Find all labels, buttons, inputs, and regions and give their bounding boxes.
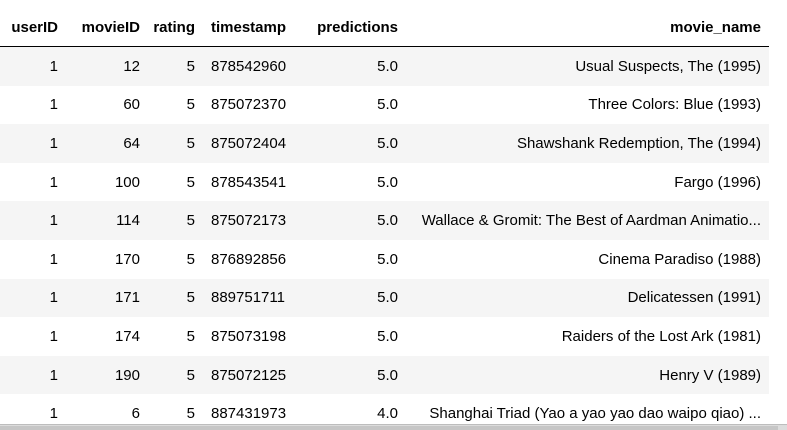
cell-userid: 1 xyxy=(0,239,66,279)
cell-predictions: 5.0 xyxy=(301,124,406,163)
cell-movie-name: Delicatessen (1991) xyxy=(406,278,769,318)
cell-userid: 1 xyxy=(0,46,66,86)
cell-predictions: 5.0 xyxy=(301,46,406,86)
cell-movie-name: Henry V (1989) xyxy=(406,355,769,395)
table-row: 1 64 5 875072404 5.0 Shawshank Redemptio… xyxy=(0,124,769,163)
cell-movieid: 171 xyxy=(66,278,148,318)
column-header-timestamp: timestamp xyxy=(203,8,301,47)
horizontal-scrollbar[interactable] xyxy=(0,424,787,430)
cell-movie-name: Usual Suspects, The (1995) xyxy=(406,46,769,86)
cell-movieid: 100 xyxy=(66,162,148,202)
cell-rating: 5 xyxy=(148,278,203,318)
cell-predictions: 5.0 xyxy=(301,355,406,395)
column-header-predictions: predictions xyxy=(301,8,406,47)
cell-timestamp: 878543541 xyxy=(203,162,301,202)
cell-movie-name: Fargo (1996) xyxy=(406,162,769,202)
cell-movieid: 190 xyxy=(66,355,148,395)
table-row: 1 114 5 875072173 5.0 Wallace & Gromit: … xyxy=(0,201,769,240)
cell-userid: 1 xyxy=(0,355,66,395)
column-header-rating: rating xyxy=(148,8,203,47)
cell-movieid: 170 xyxy=(66,239,148,279)
cell-timestamp: 875072370 xyxy=(203,85,301,125)
table-body: 1 12 5 878542960 5.0 Usual Suspects, The… xyxy=(0,46,769,430)
cell-predictions: 5.0 xyxy=(301,317,406,356)
table-row: 1 60 5 875072370 5.0 Three Colors: Blue … xyxy=(0,85,769,125)
cell-movie-name: Three Colors: Blue (1993) xyxy=(406,85,769,125)
cell-predictions: 5.0 xyxy=(301,278,406,318)
cell-predictions: 5.0 xyxy=(301,201,406,240)
column-header-movieid: movieID xyxy=(66,8,148,47)
cell-timestamp: 875072404 xyxy=(203,124,301,163)
table-row: 1 190 5 875072125 5.0 Henry V (1989) xyxy=(0,355,769,395)
cell-rating: 5 xyxy=(148,85,203,125)
table-row: 1 12 5 878542960 5.0 Usual Suspects, The… xyxy=(0,46,769,86)
cell-rating: 5 xyxy=(148,162,203,202)
cell-timestamp: 878542960 xyxy=(203,46,301,86)
cell-timestamp: 875073198 xyxy=(203,317,301,356)
cell-rating: 5 xyxy=(148,201,203,240)
cell-movie-name: Shawshank Redemption, The (1994) xyxy=(406,124,769,163)
cell-userid: 1 xyxy=(0,162,66,202)
cell-movie-name: Raiders of the Lost Ark (1981) xyxy=(406,317,769,356)
cell-userid: 1 xyxy=(0,124,66,163)
cell-userid: 1 xyxy=(0,317,66,356)
cell-movieid: 60 xyxy=(66,85,148,125)
cell-movieid: 114 xyxy=(66,201,148,240)
cell-userid: 1 xyxy=(0,278,66,318)
column-header-movie-name: movie_name xyxy=(406,8,769,47)
cell-movieid: 174 xyxy=(66,317,148,356)
cell-userid: 1 xyxy=(0,85,66,125)
dataframe-table: userID movieID rating timestamp predicti… xyxy=(0,8,769,430)
cell-userid: 1 xyxy=(0,201,66,240)
scrollbar-thumb[interactable] xyxy=(0,426,778,430)
cell-rating: 5 xyxy=(148,124,203,163)
cell-timestamp: 875072125 xyxy=(203,355,301,395)
cell-timestamp: 889751711 xyxy=(203,278,301,318)
cell-movie-name: Wallace & Gromit: The Best of Aardman An… xyxy=(406,201,769,240)
header-row: userID movieID rating timestamp predicti… xyxy=(0,8,769,47)
table-row: 1 171 5 889751711 5.0 Delicatessen (1991… xyxy=(0,278,769,318)
cell-predictions: 5.0 xyxy=(301,162,406,202)
cell-rating: 5 xyxy=(148,355,203,395)
cell-timestamp: 875072173 xyxy=(203,201,301,240)
table-row: 1 170 5 876892856 5.0 Cinema Paradiso (1… xyxy=(0,239,769,279)
cell-movie-name: Cinema Paradiso (1988) xyxy=(406,239,769,279)
cell-timestamp: 876892856 xyxy=(203,239,301,279)
cell-rating: 5 xyxy=(148,239,203,279)
cell-predictions: 5.0 xyxy=(301,239,406,279)
cell-rating: 5 xyxy=(148,317,203,356)
column-header-userid: userID xyxy=(0,8,66,47)
cell-rating: 5 xyxy=(148,46,203,86)
table-row: 1 174 5 875073198 5.0 Raiders of the Los… xyxy=(0,317,769,356)
cell-predictions: 5.0 xyxy=(301,85,406,125)
table-header: userID movieID rating timestamp predicti… xyxy=(0,8,769,47)
table-row: 1 100 5 878543541 5.0 Fargo (1996) xyxy=(0,162,769,202)
cell-movieid: 64 xyxy=(66,124,148,163)
cell-movieid: 12 xyxy=(66,46,148,86)
